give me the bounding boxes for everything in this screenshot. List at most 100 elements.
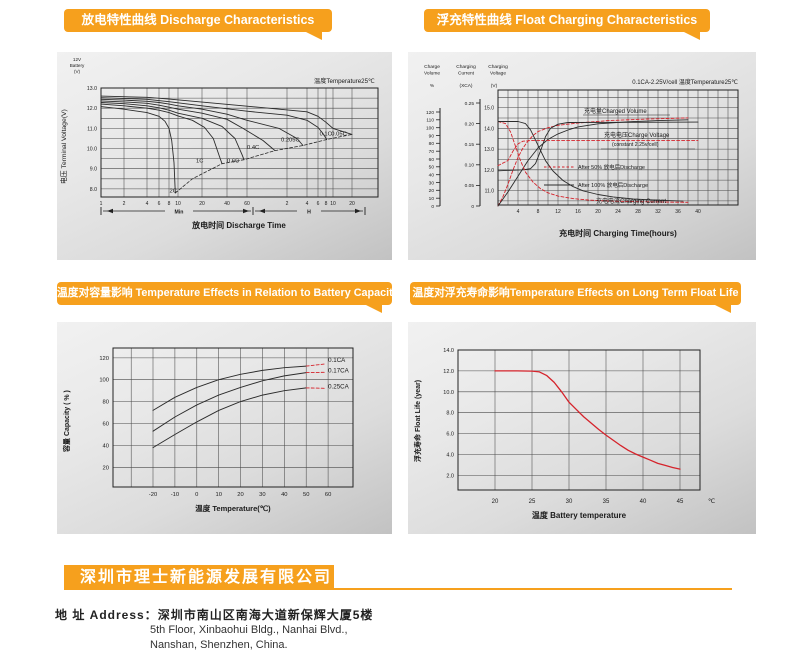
svg-text:30: 30 [566, 499, 573, 505]
svg-text:10: 10 [175, 201, 181, 207]
svg-text:90: 90 [429, 133, 435, 139]
svg-text:50: 50 [303, 492, 309, 498]
section-title-temp-float-life: 温度对浮充寿命影响Temperature Effects on Long Ter… [410, 282, 741, 313]
svg-text:40: 40 [429, 173, 435, 179]
svg-text:0.1CA-2.25V/cell 温度Temperatur: 0.1CA-2.25V/cell 温度Temperature25℃ [632, 78, 738, 86]
svg-text:50: 50 [429, 165, 435, 171]
svg-text:36: 36 [675, 209, 681, 215]
svg-text:20: 20 [199, 201, 205, 207]
svg-text:充电时间 Charging Time(hours): 充电时间 Charging Time(hours) [559, 228, 677, 238]
svg-text:8: 8 [537, 209, 540, 215]
svg-text:-20: -20 [149, 492, 157, 498]
svg-text:13.0: 13.0 [484, 147, 494, 153]
svg-text:0.6C: 0.6C [227, 159, 239, 165]
svg-text:110: 110 [426, 118, 434, 124]
svg-text:12V: 12V [73, 57, 82, 62]
svg-text:0: 0 [471, 204, 474, 210]
svg-text:0: 0 [195, 492, 198, 498]
section-title-temp-capacity: 温度对容量影响 Temperature Effects in Relation … [57, 282, 399, 313]
svg-text:8: 8 [325, 201, 328, 207]
svg-text:0.25CA: 0.25CA [328, 384, 350, 391]
svg-text:0.10: 0.10 [465, 163, 475, 169]
svg-text:20: 20 [429, 188, 435, 194]
svg-text:2.0: 2.0 [446, 473, 454, 479]
section-title-discharge-label: 放电特性曲线 Discharge Characteristics [81, 13, 315, 27]
svg-text:温度 Battery temperature: 温度 Battery temperature [532, 510, 627, 520]
svg-text:8.0: 8.0 [90, 187, 97, 193]
svg-text:充电量Charged Volume: 充电量Charged Volume [584, 107, 647, 115]
svg-text:2C: 2C [170, 189, 177, 195]
svg-text:60: 60 [429, 157, 435, 163]
svg-text:4: 4 [517, 209, 520, 215]
svg-text:80: 80 [429, 141, 435, 147]
svg-text:20: 20 [595, 209, 601, 215]
svg-text:0.25: 0.25 [465, 101, 475, 107]
svg-text:放电时间 Discharge Time: 放电时间 Discharge Time [191, 220, 286, 230]
svg-text:30: 30 [259, 492, 265, 498]
svg-text:0.205C: 0.205C [281, 138, 300, 144]
svg-text:40: 40 [281, 492, 287, 498]
address-line-cn: 地 址 Address：深圳市南山区南海大道新保辉大厦5楼 [55, 606, 373, 623]
company-underline [334, 588, 732, 590]
svg-text:1C: 1C [196, 159, 203, 165]
svg-text:28: 28 [635, 209, 641, 215]
svg-text:4: 4 [306, 201, 309, 207]
svg-text:0.4C: 0.4C [247, 145, 259, 151]
svg-text:80: 80 [103, 400, 109, 406]
section-title-discharge: 放电特性曲线 Discharge Characteristics [64, 9, 332, 40]
svg-text:12.0: 12.0 [443, 369, 454, 375]
svg-text:10.0: 10.0 [443, 390, 454, 396]
svg-text:12.0: 12.0 [484, 168, 494, 174]
svg-text:6: 6 [317, 201, 320, 207]
svg-text:45: 45 [677, 499, 684, 505]
svg-text:Charging: Charging [488, 64, 508, 70]
float-charging-chart-panel: 4 8 12 16 20 24 28 32 36 40 11.0 12.0 13.0 14.0 15.0 0 1… [408, 52, 756, 260]
svg-text:Voltage: Voltage [490, 71, 506, 77]
svg-text:11.0: 11.0 [485, 189, 495, 195]
svg-text:120: 120 [426, 110, 434, 116]
svg-text:10: 10 [330, 201, 336, 207]
svg-text:14.0: 14.0 [484, 126, 494, 132]
section-title-float-charging: 浮充特性曲线 Float Charging Characteristics [424, 9, 710, 40]
svg-text:0.15: 0.15 [465, 142, 475, 148]
address-block: 地 址 Address：深圳市南山区南海大道新保辉大厦5楼 5th Floor,… [55, 606, 373, 653]
svg-text:1: 1 [100, 201, 103, 207]
svg-text:60: 60 [325, 492, 331, 498]
svg-text:H: H [307, 209, 311, 215]
discharge-chart-svg: 1 2 4 6 8 10 20 40 60 2 4 6 8 10 208.09.010.011.012.01… [59, 57, 379, 230]
svg-text:30: 30 [429, 180, 435, 186]
section-title-temp-capacity-label: 温度对容量影响 Temperature Effects in Relation … [57, 287, 399, 299]
svg-text:60: 60 [244, 201, 250, 207]
svg-text:60: 60 [103, 422, 109, 428]
svg-text:10: 10 [215, 492, 221, 498]
svg-text:12: 12 [555, 209, 561, 215]
svg-text:10.0: 10.0 [87, 147, 97, 153]
svg-text:4: 4 [146, 201, 149, 207]
svg-text:20: 20 [237, 492, 243, 498]
svg-text:-10: -10 [171, 492, 179, 498]
svg-text:(V): (V) [491, 83, 498, 89]
address-label: 地 址 Address： [55, 608, 158, 622]
svg-text:6: 6 [158, 201, 161, 207]
temp-float-life-chart-panel: 20 25 30 35 40 45 2.0 4.0 6.0 8.0 10.0 12.0 14.0 浮充寿命… [408, 322, 756, 534]
svg-text:0.17CA: 0.17CA [328, 368, 350, 375]
svg-text:40: 40 [695, 209, 701, 215]
svg-text:12.0: 12.0 [87, 106, 97, 112]
svg-text:充电电压Charge Voltage: 充电电压Charge Voltage [604, 131, 670, 139]
svg-text:20: 20 [349, 201, 355, 207]
svg-text:(V): (V) [74, 69, 81, 74]
svg-text:40: 40 [224, 201, 230, 207]
float-charging-chart-svg: 4 8 12 16 20 24 28 32 36 40 11.0 12.0 13.0 14.0 15.0 0 1… [424, 64, 739, 238]
section-title-float-charging-label: 浮充特性曲线 Float Charging Characteristics [436, 13, 698, 27]
address-line-en2: Nanshan, Shenzhen, China. [150, 639, 288, 651]
company-name: 深圳市理士新能源发展有限公司 [80, 569, 333, 586]
temp-float-life-chart-svg: 20 25 30 35 40 45 2.0 4.0 6.0 8.0 10.0 12.0 14.0 浮充寿命… [413, 348, 716, 520]
discharge-chart-panel: 1 2 4 6 8 10 20 40 60 2 4 6 8 10 20 8.0 9.0 10.0 11.0 12.0 1… [57, 52, 392, 260]
svg-text:40: 40 [103, 443, 109, 449]
svg-text:%: % [430, 83, 435, 89]
svg-text:2: 2 [123, 201, 126, 207]
temp-capacity-chart-svg: -20 -10 0 10 20 30 40 50 60 20 40 60 80 100 120 容量 Capa… [62, 347, 354, 513]
svg-text:(constant 2.25v/cell): (constant 2.25v/cell) [612, 142, 659, 148]
svg-text:120: 120 [99, 356, 109, 362]
svg-text:充电电流Charging Current: 充电电流Charging Current [596, 197, 666, 205]
